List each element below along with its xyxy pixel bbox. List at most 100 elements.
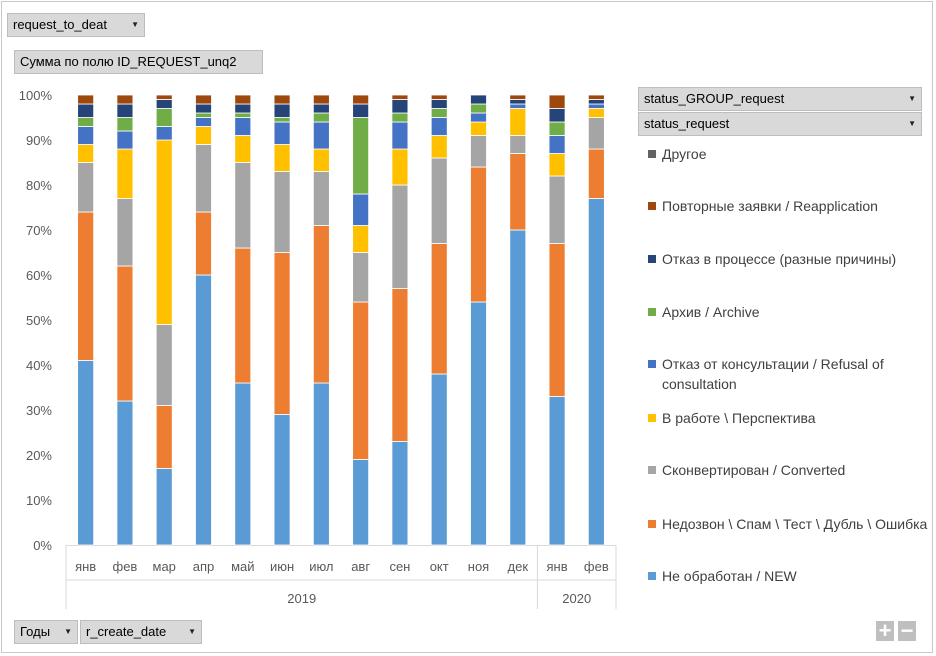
legend-swatch: [648, 572, 656, 580]
bar-segment: [509, 135, 527, 154]
axis-field-button-date[interactable]: r_create_date ▼: [80, 620, 202, 644]
bar-segment: [587, 94, 605, 100]
bar-segment: [548, 121, 566, 136]
legend-field-button-status[interactable]: status_request ▼: [638, 112, 922, 136]
bar-segment: [155, 468, 173, 546]
bar-segment: [548, 153, 566, 177]
collapse-icon[interactable]: −: [898, 620, 916, 642]
x-tick-label: мар: [153, 559, 176, 574]
bar-segment: [155, 108, 173, 127]
bar-segment: [234, 94, 252, 105]
bar-segment: [234, 135, 252, 163]
axis-field-button-years[interactable]: Годы ▼: [14, 620, 78, 644]
legend-field-label-status: status_request: [644, 116, 730, 131]
bar-segment: [430, 117, 448, 136]
bar-segment: [352, 193, 370, 226]
bar-segment: [195, 211, 212, 276]
legend-label: Недозвон \ Спам \ Тест \ Дубль \ Ошибка: [662, 516, 928, 532]
x-tick-label: авг: [351, 559, 370, 574]
bar-segment: [273, 117, 291, 123]
legend-label: В работе \ Перспектива: [662, 410, 816, 426]
bar-segment: [195, 112, 212, 118]
filter-field-label: request_to_deat: [13, 17, 107, 32]
bar-segment: [587, 198, 605, 546]
bar-segment: [273, 171, 291, 253]
x-tick-label: фев: [584, 559, 609, 574]
legend-label: Повторные заявки / Reapplication: [662, 198, 878, 214]
y-tick-label: 30%: [26, 403, 52, 418]
bar-segment: [470, 94, 487, 105]
bar-segment: [312, 121, 330, 150]
bar-segment: [548, 135, 566, 154]
bar-segment: [548, 108, 566, 123]
legend-swatch: [648, 520, 656, 528]
bar-segment: [195, 274, 212, 546]
bar-segment: [312, 171, 330, 226]
bar-segment: [391, 121, 409, 150]
bar-segment: [548, 396, 566, 546]
x-tick-label: янв: [547, 559, 568, 574]
y-tick-label: 100%: [19, 88, 53, 103]
year-label: 2020: [562, 591, 591, 606]
legend-item: В работе \ Перспектива: [648, 408, 928, 428]
values-field-button[interactable]: Сумма по полю ID_REQUEST_unq2: [14, 50, 263, 74]
bar-segment: [587, 103, 605, 109]
bar-segment: [234, 103, 252, 114]
bar-segment: [77, 126, 95, 145]
legend-label: Другое: [662, 146, 707, 162]
y-tick-label: 90%: [26, 133, 52, 148]
legend-field-label-group: status_GROUP_request: [644, 91, 785, 106]
x-tick-label: ноя: [468, 559, 489, 574]
bar-segment: [77, 211, 95, 361]
legend-swatch: [648, 308, 656, 316]
year-label: 2019: [287, 591, 316, 606]
bar-segment: [352, 225, 370, 253]
y-tick-label: 40%: [26, 358, 52, 373]
bar-segment: [155, 324, 173, 406]
bar-segment: [352, 94, 370, 105]
bar-segment: [430, 243, 448, 375]
bar-segment: [509, 108, 527, 136]
bar-segment: [234, 382, 252, 546]
bar-segment: [548, 175, 566, 244]
bar-segment: [77, 162, 95, 213]
bar-segment: [77, 144, 95, 163]
bar-segment: [509, 103, 527, 109]
bar-segment: [312, 112, 330, 123]
bar-segment: [273, 94, 291, 105]
bar-segment: [116, 148, 134, 199]
bar-segment: [273, 103, 291, 118]
values-field-label: Сумма по полю ID_REQUEST_unq2: [20, 54, 237, 69]
bar-segment: [470, 121, 487, 136]
dropdown-arrow-icon: ▼: [908, 94, 916, 103]
legend-swatch: [648, 255, 656, 263]
x-tick-label: апр: [193, 559, 215, 574]
y-tick-label: 10%: [26, 493, 52, 508]
bar-segment: [273, 252, 291, 415]
expand-icon[interactable]: +: [876, 620, 894, 642]
legend-swatch: [648, 466, 656, 474]
bar-segment: [352, 117, 370, 195]
filter-field-button[interactable]: request_to_deat ▼: [7, 13, 145, 37]
legend-swatch: [648, 414, 656, 422]
x-tick-label: фев: [113, 559, 138, 574]
bar-segment: [509, 99, 527, 105]
bar-segment: [470, 301, 487, 546]
bar-segment: [116, 400, 134, 546]
legend-item: Недозвон \ Спам \ Тест \ Дубль \ Ошибка: [648, 514, 928, 534]
y-tick-label: 80%: [26, 178, 52, 193]
bar-segment: [391, 288, 409, 442]
bar-segment: [195, 144, 212, 213]
bar-segment: [273, 144, 291, 172]
bar-segment: [312, 148, 330, 172]
bar-segment: [509, 229, 527, 546]
dropdown-arrow-icon: ▼: [64, 627, 72, 636]
x-tick-label: июл: [309, 559, 333, 574]
bar-segment: [155, 94, 173, 100]
x-tick-label: дек: [508, 559, 529, 574]
axis-field-label-date: r_create_date: [86, 624, 167, 639]
bar-segment: [430, 157, 448, 244]
legend-field-button-group[interactable]: status_GROUP_request ▼: [638, 87, 922, 111]
legend-item: Архив / Archive: [648, 302, 928, 322]
